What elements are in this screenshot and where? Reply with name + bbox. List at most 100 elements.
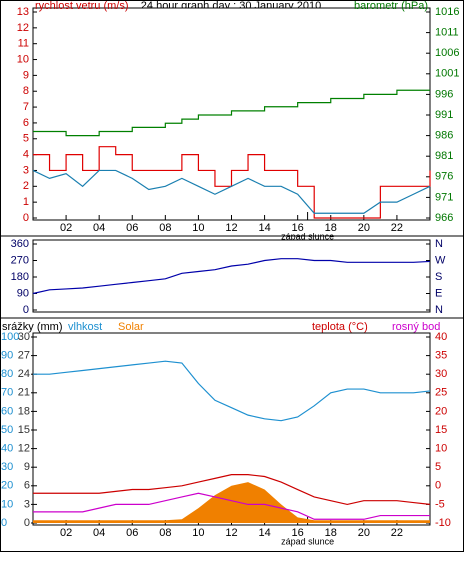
- y2-tick-label: -10: [435, 517, 451, 529]
- y2-tick-label: 976: [435, 171, 453, 183]
- y-tick-label: 4: [23, 149, 29, 161]
- y-tick-label: 40: [1, 443, 13, 455]
- y2-tick-label: 15: [435, 424, 447, 436]
- y2-tick-label: 996: [435, 88, 453, 100]
- y3-tick-label: 18: [18, 405, 30, 417]
- y2-tick-label: 986: [435, 130, 453, 142]
- y2-tick-label: N: [435, 304, 443, 316]
- axis-label: barometr (hPa): [354, 0, 428, 12]
- x-tick-label: 06: [126, 527, 138, 539]
- y-tick-label: 30: [1, 461, 13, 473]
- plot-area: [32, 239, 431, 313]
- y-tick-label: 0: [23, 212, 29, 224]
- y3-tick-label: 6: [24, 480, 30, 492]
- series-line: [33, 146, 431, 219]
- y-tick-label: 10: [1, 498, 13, 510]
- y-tick-label: 270: [11, 254, 29, 266]
- y3-tick-label: 21: [18, 387, 30, 399]
- y-tick-label: 90: [1, 350, 13, 362]
- legend-entry: vlhkost: [68, 321, 102, 333]
- y2-tick-label: 30: [435, 368, 447, 380]
- series-line: [33, 89, 430, 137]
- y2-tick-label: 1016: [435, 6, 459, 18]
- x-tick-label: 04: [93, 527, 105, 539]
- chart-title: 24 hour graph day : 30 January 2010: [141, 0, 321, 12]
- y2-tick-label: 1011: [435, 27, 459, 39]
- y2-tick-label: 981: [435, 150, 453, 162]
- series-line: [32, 258, 431, 295]
- x-tick-label: 06: [126, 222, 138, 234]
- y-tick-label: 90: [17, 287, 29, 299]
- x-tick-label: 02: [60, 527, 72, 539]
- y2-tick-label: 20: [435, 405, 447, 417]
- axis-label: rychlost vetru (m/s): [35, 0, 129, 12]
- series-line: [33, 360, 431, 422]
- legend-entry: Solar: [118, 321, 144, 333]
- x-tick-label: 14: [258, 527, 270, 539]
- annotation: západ slunce: [281, 231, 334, 241]
- y3-tick-label: 30: [18, 331, 30, 343]
- y3-tick-label: 9: [24, 461, 30, 473]
- y2-tick-label: 0: [435, 480, 441, 492]
- x-tick-label: 20: [358, 527, 370, 539]
- y2-tick-label: -5: [435, 498, 445, 510]
- y-tick-label: 0: [1, 517, 7, 529]
- x-tick-label: 22: [391, 222, 403, 234]
- y2-tick-label: W: [435, 254, 446, 266]
- y-tick-label: 8: [23, 85, 29, 97]
- x-tick-label: 02: [60, 222, 72, 234]
- y-tick-label: 11: [18, 38, 29, 50]
- x-tick-label: 08: [159, 222, 171, 234]
- y2-tick-label: 966: [435, 212, 453, 224]
- y-tick-label: 1: [23, 196, 29, 208]
- x-tick-label: 12: [225, 527, 237, 539]
- x-tick-label: 08: [159, 527, 171, 539]
- y2-tick-label: 1006: [435, 47, 459, 59]
- x-tick-label: 12: [225, 222, 237, 234]
- legend-entry: teplota (°C): [312, 321, 368, 333]
- annotation: západ slunce: [281, 536, 334, 546]
- y2-tick-label: 991: [435, 109, 453, 121]
- y3-tick-label: 27: [18, 350, 30, 362]
- y3-tick-label: 24: [18, 368, 30, 380]
- x-tick-label: 10: [192, 527, 204, 539]
- x-tick-label: 10: [192, 222, 204, 234]
- y-tick-label: 9: [23, 69, 29, 81]
- x-tick-label: 16: [292, 222, 304, 234]
- y-tick-label: 20: [1, 480, 13, 492]
- y-tick-label: 70: [1, 387, 13, 399]
- y2-tick-label: S: [435, 271, 442, 283]
- y-tick-label: 80: [1, 368, 13, 380]
- y-tick-label: 0: [23, 304, 29, 316]
- x-tick-label: 18: [325, 527, 337, 539]
- y2-tick-label: 40: [435, 331, 447, 343]
- axis-label: srážky (mm): [2, 321, 63, 333]
- y3-tick-label: 3: [24, 498, 30, 510]
- series-line: [32, 169, 431, 214]
- solar-area: [33, 482, 430, 523]
- y2-tick-label: N: [435, 238, 443, 250]
- y3-tick-label: 12: [18, 443, 30, 455]
- series-line: [33, 474, 431, 506]
- x-tick-label: 20: [358, 222, 370, 234]
- y2-tick-label: 25: [435, 387, 447, 399]
- y-tick-label: 50: [1, 424, 13, 436]
- legend-entry: rosný bod: [392, 321, 440, 333]
- x-tick-label: 18: [325, 222, 337, 234]
- y3-tick-label: 15: [18, 424, 30, 436]
- y-tick-label: 100: [1, 331, 19, 343]
- y-tick-label: 10: [17, 53, 29, 65]
- x-tick-label: 14: [258, 222, 270, 234]
- x-tick-label: 22: [391, 527, 403, 539]
- y-tick-label: 60: [1, 405, 13, 417]
- y-tick-label: 6: [23, 117, 29, 129]
- y-tick-label: 180: [11, 271, 29, 283]
- y2-tick-label: 1001: [435, 68, 459, 80]
- y-tick-label: 13: [17, 6, 29, 18]
- y-tick-label: 3: [23, 164, 29, 176]
- y-tick-label: 5: [23, 133, 29, 145]
- x-tick-label: 16: [292, 527, 304, 539]
- y2-tick-label: 35: [435, 350, 447, 362]
- y-tick-label: 7: [23, 101, 29, 113]
